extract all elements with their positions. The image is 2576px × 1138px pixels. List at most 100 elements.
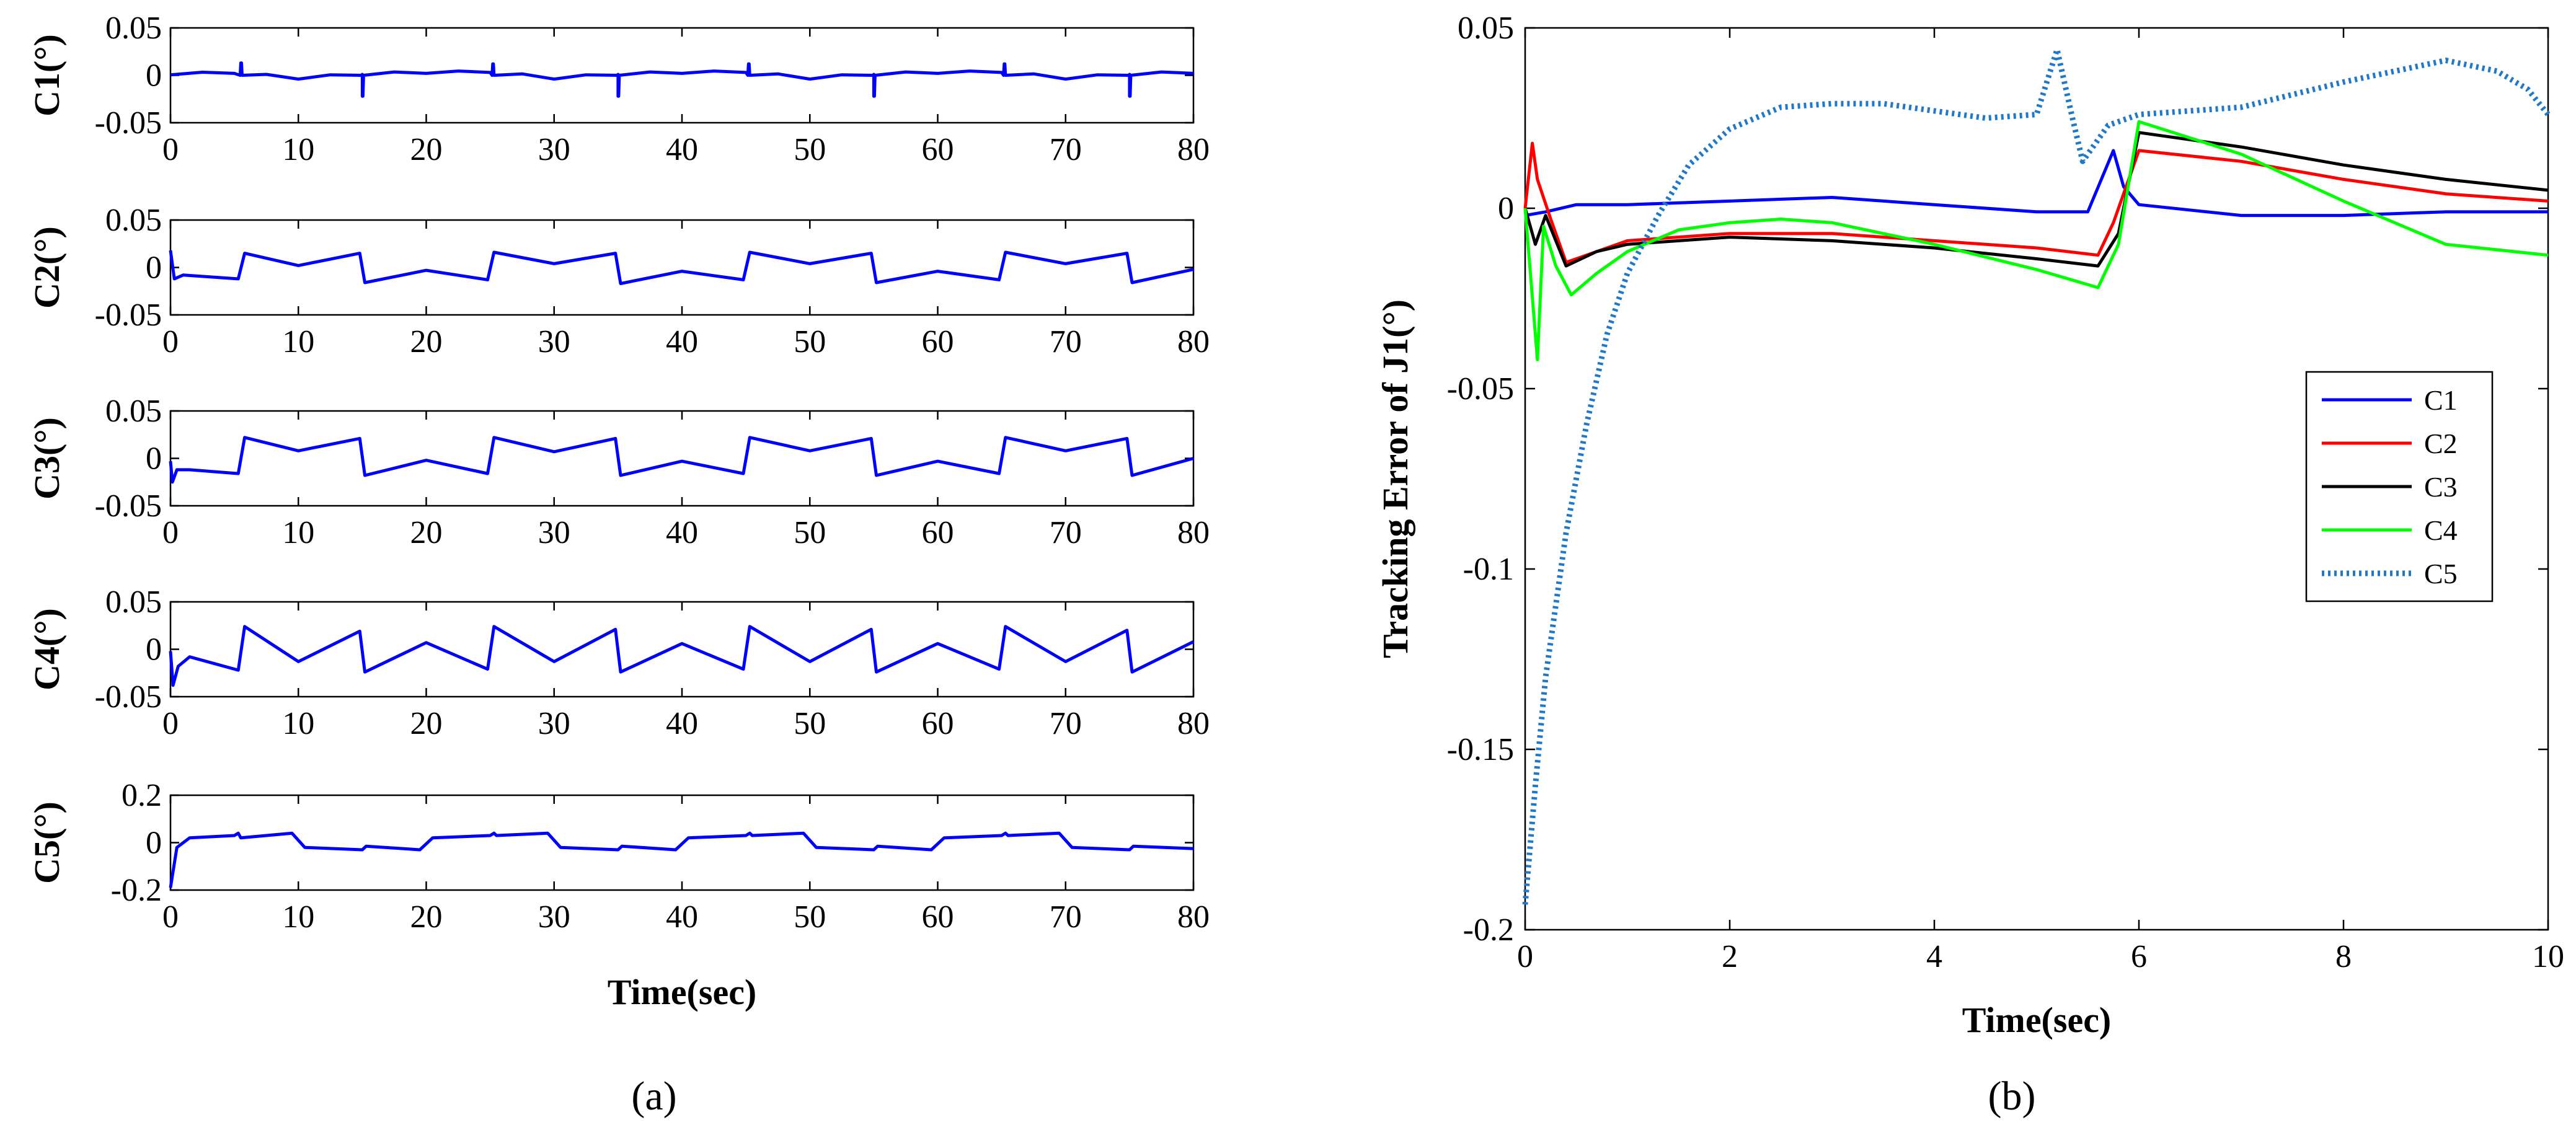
- x-tick-label: 6: [2131, 939, 2147, 974]
- x-tick-label: 40: [666, 899, 698, 935]
- x-tick-label: 0: [162, 132, 179, 167]
- series-c4-line: [169, 625, 1195, 687]
- y-tick-label: -0.2: [111, 873, 162, 908]
- x-tick-label: 20: [410, 515, 443, 550]
- y-tick-label: 0: [146, 441, 162, 477]
- x-tick-label: 30: [538, 899, 570, 935]
- panel-a-label: (a): [631, 1074, 676, 1119]
- y-tick-label: 0.05: [105, 11, 162, 46]
- x-tick-label: 70: [1050, 706, 1082, 741]
- legend: C1 C2 C3 C4 C5: [2305, 371, 2494, 602]
- x-tick-label: 60: [922, 515, 954, 550]
- x-tick-label: 60: [922, 899, 954, 935]
- x-tick-label: 50: [794, 899, 826, 935]
- x-tick-label: 50: [794, 706, 826, 741]
- y-tick-label: 0: [146, 250, 162, 286]
- x-tick-label: 80: [1177, 132, 1210, 167]
- y-axis-label: C1(°): [27, 34, 67, 117]
- x-tick-label: 10: [282, 132, 314, 167]
- y-tick-label: -0.05: [95, 488, 162, 524]
- x-axis-label: Time(sec): [1962, 1000, 2112, 1040]
- x-tick-label: 80: [1177, 706, 1210, 741]
- series-c2-line: [169, 250, 1194, 285]
- panel-a-chart: 0.050-0.050 10 20 30 40 50 60 70 80C1(°)0.050-0.…: [27, 11, 1210, 1012]
- legend-label-c4: C4: [2424, 514, 2458, 546]
- series-c5-line: [169, 831, 1194, 888]
- series-c1-line: [1525, 149, 2548, 218]
- series-c3-line: [1523, 131, 2549, 268]
- y-tick-label: -0.1: [1463, 552, 1514, 587]
- series-c4-line: [1523, 120, 2549, 361]
- legend-label-c5: C5: [2424, 558, 2458, 589]
- x-tick-label: 4: [1926, 939, 1942, 974]
- x-tick-label: 0: [162, 515, 179, 550]
- x-tick-label: 60: [922, 132, 954, 167]
- series-c2-line: [1523, 141, 2549, 264]
- legend-label-c3: C3: [2424, 471, 2458, 503]
- panel-b-chart: 0.050-0.05-0.1-0.15-0.20 2 4 6 8 10Time(sec)T…: [1375, 11, 2564, 1040]
- y-tick-label: 0: [1498, 191, 1514, 226]
- legend-label-c2: C2: [2424, 428, 2458, 459]
- x-tick-label: 10: [282, 706, 314, 741]
- x-tick-label: 20: [410, 324, 443, 359]
- x-tick-label: 70: [1050, 132, 1082, 167]
- x-tick-label: 70: [1050, 515, 1082, 550]
- legend-label-c1: C1: [2424, 384, 2458, 416]
- x-tick-label: 8: [2335, 939, 2352, 974]
- panel-b-label: (b): [1988, 1074, 2036, 1119]
- y-axis-label: C2(°): [27, 226, 67, 309]
- x-tick-label: 70: [1050, 324, 1082, 359]
- x-tick-label: 10: [282, 324, 314, 359]
- x-axis-label: Time(sec): [608, 972, 757, 1012]
- x-tick-label: 50: [794, 132, 826, 167]
- x-tick-label: 30: [538, 515, 570, 550]
- y-tick-label: 0.05: [105, 394, 162, 429]
- axes-box: [169, 410, 1195, 507]
- y-tick-label: -0.05: [95, 298, 162, 333]
- series-c5-line: [1522, 46, 2551, 905]
- x-tick-label: 80: [1177, 899, 1210, 935]
- axes-box: [169, 219, 1195, 316]
- x-tick-label: 10: [2532, 939, 2564, 974]
- series-c3-line: [169, 436, 1194, 484]
- y-tick-label: 0.05: [1458, 11, 1514, 46]
- x-tick-label: 10: [282, 515, 314, 550]
- x-tick-label: 40: [666, 515, 698, 550]
- y-axis-label: C4(°): [27, 608, 67, 690]
- x-tick-label: 20: [410, 899, 443, 935]
- y-axis-label: Tracking Error of J1(°): [1375, 299, 1415, 658]
- x-tick-label: 2: [1722, 939, 1738, 974]
- y-tick-label: 0.05: [105, 203, 162, 238]
- x-tick-label: 70: [1050, 899, 1082, 935]
- x-tick-label: 30: [538, 132, 570, 167]
- x-tick-label: 50: [794, 324, 826, 359]
- x-tick-label: 60: [922, 706, 954, 741]
- series-c1-line: [170, 61, 1194, 98]
- y-tick-label: -0.05: [1447, 371, 1514, 407]
- x-tick-label: 50: [794, 515, 826, 550]
- y-axis-label: C5(°): [27, 801, 67, 884]
- y-tick-label: -0.2: [1463, 912, 1514, 948]
- y-tick-label: 0: [146, 632, 162, 668]
- y-tick-label: -0.15: [1447, 732, 1514, 767]
- x-tick-label: 0: [162, 899, 179, 935]
- y-tick-label: 0: [146, 826, 162, 861]
- x-tick-label: 0: [162, 706, 179, 741]
- y-tick-label: 0: [146, 58, 162, 94]
- y-tick-label: -0.05: [95, 105, 162, 141]
- y-tick-label: 0.05: [105, 584, 162, 620]
- x-tick-label: 10: [282, 899, 314, 935]
- x-tick-label: 40: [666, 132, 698, 167]
- x-tick-label: 80: [1177, 324, 1210, 359]
- axes-box: [1524, 27, 2549, 931]
- x-tick-label: 30: [538, 706, 570, 741]
- x-tick-label: 0: [1517, 939, 1533, 974]
- y-tick-label: -0.05: [95, 679, 162, 715]
- x-tick-label: 60: [922, 324, 954, 359]
- x-tick-label: 0: [162, 324, 179, 359]
